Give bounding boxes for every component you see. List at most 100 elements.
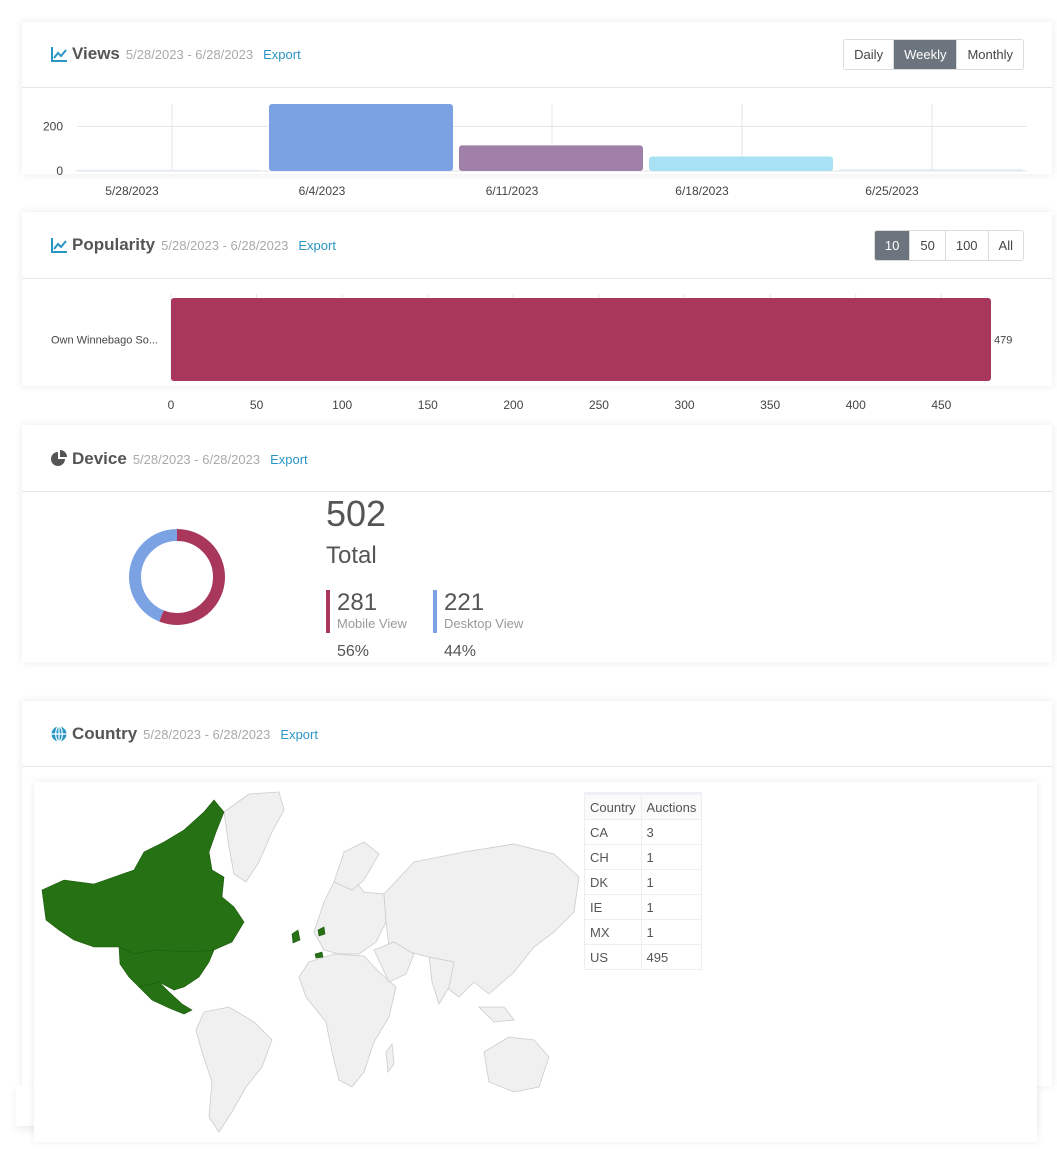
x-tick-label: 400: [846, 398, 866, 412]
globe-icon: [51, 725, 67, 743]
switzerland-region: [314, 951, 324, 959]
device-card-header: [22, 425, 1052, 492]
mobile-view-label: Mobile View: [337, 616, 407, 631]
mobile-view-stat: 281 Mobile View: [326, 590, 407, 633]
views-interval-selector: Daily Weekly Monthly: [843, 39, 1024, 70]
monthly-button[interactable]: Monthly: [956, 40, 1023, 69]
weekly-button[interactable]: Weekly: [893, 40, 957, 69]
x-tick-label: 450: [931, 398, 951, 412]
x-tick-label: 6/4/2023: [299, 184, 346, 198]
views-export-link[interactable]: Export: [263, 47, 301, 62]
table-row: IE 1: [584, 894, 703, 920]
auctions-cell: 495: [640, 944, 703, 970]
x-tick-label: 300: [675, 398, 695, 412]
auctions-cell: 1: [640, 844, 703, 870]
x-tick-label: 6/18/2023: [675, 184, 729, 198]
ireland-region: [291, 929, 301, 944]
southeast-asia-region: [478, 1006, 515, 1023]
asia-region: [383, 843, 580, 998]
mobile-view-value: 281: [337, 589, 378, 616]
top-50-button[interactable]: 50: [909, 231, 945, 260]
country-title-group: Country 5/28/2023 - 6/28/2023 Export: [50, 724, 318, 744]
x-tick-label: 250: [589, 398, 609, 412]
device-card: Device 5/28/2023 - 6/28/2023 Export 502 …: [22, 425, 1052, 662]
canada-region: [41, 799, 245, 955]
donut-slice: [129, 529, 225, 625]
denmark-region: [317, 926, 326, 937]
bar-data-label: 479: [994, 335, 1012, 347]
x-tick-label: 100: [332, 398, 352, 412]
auctions-cell: 1: [640, 869, 703, 895]
popularity-date-range: 5/28/2023 - 6/28/2023: [161, 238, 289, 253]
mobile-view-percent: 56%: [337, 643, 370, 660]
views-title: Views: [72, 44, 120, 63]
country-code-cell: IE: [584, 894, 642, 920]
mexico-region: [138, 981, 193, 1015]
x-tick-label: 0: [168, 398, 175, 412]
x-tick-label: 5/28/2023: [105, 184, 159, 198]
desktop-view-label: Desktop View: [444, 616, 524, 631]
country-column-header[interactable]: Country: [584, 792, 642, 820]
popularity-export-link[interactable]: Export: [298, 238, 336, 253]
country-date-range: 5/28/2023 - 6/28/2023: [143, 727, 271, 742]
country-code-cell: US: [584, 944, 642, 970]
desktop-view-value: 221: [444, 589, 485, 616]
device-title-group: Device 5/28/2023 - 6/28/2023 Export: [50, 449, 308, 469]
total-views-label: Total: [326, 542, 377, 569]
country-code-cell: CA: [584, 819, 642, 845]
y-tick-label: 200: [43, 119, 63, 133]
popularity-bar-chart: 0 50 100 150 200 250 300 350 400 450 Own Winnebago…: [51, 294, 1012, 412]
country-card-header: [22, 701, 1052, 767]
country-table-header-row: Country Auctions: [584, 792, 703, 820]
y-tick-label: 0: [56, 164, 63, 178]
top-10-button[interactable]: 10: [874, 231, 910, 260]
auctions-cell: 1: [640, 894, 703, 920]
x-tick-label: 6/11/2023: [486, 184, 539, 198]
popularity-bar: [171, 298, 991, 381]
x-tick-label: 6/25/2023: [865, 184, 919, 198]
x-tick-label: 50: [250, 398, 264, 412]
views-bar: [839, 169, 1023, 171]
table-row: CH 1: [584, 844, 703, 870]
views-date-range: 5/28/2023 - 6/28/2023: [125, 47, 254, 62]
south-america-region: [195, 1006, 273, 1133]
device-export-link[interactable]: Export: [270, 452, 308, 467]
views-bar: [459, 145, 643, 171]
desktop-view-stat: 221 Desktop View: [433, 590, 523, 633]
world-map: [41, 791, 580, 1133]
device-donut-chart: [129, 529, 225, 625]
middle-east-region: [373, 941, 415, 983]
top-100-button[interactable]: 100: [944, 231, 988, 260]
usa-region: [118, 946, 215, 991]
all-button[interactable]: All: [987, 231, 1023, 260]
popularity-count-selector: 10 50 100 All: [873, 230, 1024, 261]
africa-region: [298, 953, 397, 1088]
total-views-value: 502: [326, 493, 387, 534]
views-bar-chart: 0 200 5/28/2023 6/4/2023 6/11/2023 6/18/2023 6…: [43, 104, 1027, 198]
table-row: DK 1: [584, 869, 703, 895]
table-row: US 495: [584, 944, 703, 970]
auctions-cell: 1: [640, 919, 703, 945]
desktop-view-percent: 44%: [444, 643, 477, 660]
auctions-column-header[interactable]: Auctions: [640, 792, 703, 820]
daily-button[interactable]: Daily: [844, 40, 894, 69]
country-table: Country Auctions CA 3 CH 1 DK 1 IE 1 MX 1 US 4…: [584, 792, 703, 970]
x-tick-label: 200: [503, 398, 523, 412]
line-chart-icon: [51, 238, 67, 253]
auctions-cell: 3: [640, 819, 703, 845]
device-date-range: 5/28/2023 - 6/28/2023: [132, 452, 261, 467]
map-panel: Country Auctions CA 3 CH 1 DK 1 IE 1 MX 1 US 4…: [34, 782, 1037, 1142]
table-row: MX 1: [584, 919, 703, 945]
pie-chart-icon: [51, 450, 67, 466]
australia-region: [483, 1036, 550, 1093]
country-code-cell: DK: [584, 869, 642, 895]
india-region: [428, 956, 455, 1005]
country-export-link[interactable]: Export: [280, 727, 318, 742]
line-chart-icon: [51, 47, 67, 62]
x-tick-label: 150: [418, 398, 438, 412]
popularity-card-header: [22, 212, 1052, 279]
greenland-region: [223, 791, 285, 883]
views-bar: [269, 104, 453, 171]
popularity-title-group: Popularity 5/28/2023 - 6/28/2023 Export: [50, 235, 336, 255]
views-bar: [75, 169, 259, 171]
